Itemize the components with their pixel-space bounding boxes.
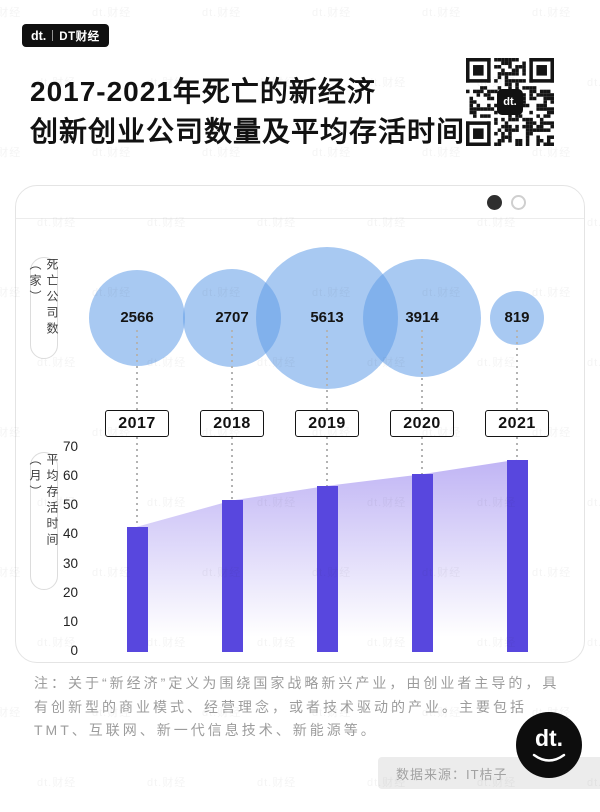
year-label-2018: 2018 <box>200 410 264 437</box>
filled-circle-icon <box>487 195 502 210</box>
year-label-2017: 2017 <box>105 410 169 437</box>
dotted-connector <box>231 437 233 501</box>
dotted-connector <box>136 437 138 527</box>
y-tick-30: 30 <box>62 555 78 571</box>
dotted-connector <box>421 437 423 475</box>
bubble-axis-label: 死亡公司数（家） <box>28 257 59 359</box>
y-tick-20: 20 <box>62 584 78 600</box>
page-title: 2017-2021年死亡的新经济 创新创业公司数量及平均存活时间 <box>30 72 465 152</box>
ring-circle-icon <box>511 195 526 210</box>
bubble-value: 2566 <box>120 309 154 326</box>
dotted-connector <box>516 330 518 410</box>
y-tick-40: 40 <box>62 526 78 542</box>
dotted-connector <box>136 330 138 410</box>
dotted-connector <box>326 437 328 486</box>
year-label-2019: 2019 <box>295 410 359 437</box>
bubble-value: 5613 <box>310 309 344 326</box>
brand-logo-dt: dt. <box>31 28 47 43</box>
year-label-2021: 2021 <box>485 410 549 437</box>
bar-2018 <box>221 500 243 652</box>
bar-2020 <box>411 474 433 652</box>
dotted-connector <box>421 330 423 410</box>
dt-footer-logo-text: dt. <box>534 725 564 751</box>
brand-logo-name: DT财经 <box>59 30 100 43</box>
footnote: 注：关于“新经济”定义为围绕国家战略新兴产业，由创业者主导的，具有创新型的商业模… <box>34 675 560 739</box>
card-toolbar <box>16 186 584 219</box>
bubble-value: 3914 <box>405 309 439 326</box>
dt-footer-logo: dt. <box>516 712 582 778</box>
brand-logo-divider <box>52 30 54 41</box>
bar-2021 <box>506 459 528 652</box>
y-tick-10: 10 <box>62 613 78 629</box>
bubble-value: 819 <box>504 309 530 326</box>
dt-logo-smile-icon <box>532 753 566 762</box>
dotted-connector <box>231 330 233 410</box>
y-tick-60: 60 <box>62 468 78 484</box>
brand-logo: dt. DT财经 <box>22 24 109 47</box>
qr-center-logo: dt. <box>497 89 523 115</box>
y-tick-0: 0 <box>70 643 78 658</box>
bar-2017 <box>126 526 148 652</box>
y-tick-70: 70 <box>62 439 78 454</box>
dotted-connector <box>516 437 518 460</box>
title-line-1: 2017-2021年死亡的新经济 <box>30 76 376 107</box>
data-source-label: 数据来源：IT桔子 <box>396 766 508 782</box>
bar-2019 <box>316 485 338 652</box>
qr-code <box>466 58 554 146</box>
dotted-connector <box>326 330 328 410</box>
bubble-value: 2707 <box>215 309 249 326</box>
bar-axis-label: 平均存活时间（月） <box>28 452 59 590</box>
title-line-2: 创新创业公司数量及平均存活时间 <box>30 115 466 147</box>
year-label-2020: 2020 <box>390 410 454 437</box>
y-tick-50: 50 <box>62 497 78 513</box>
